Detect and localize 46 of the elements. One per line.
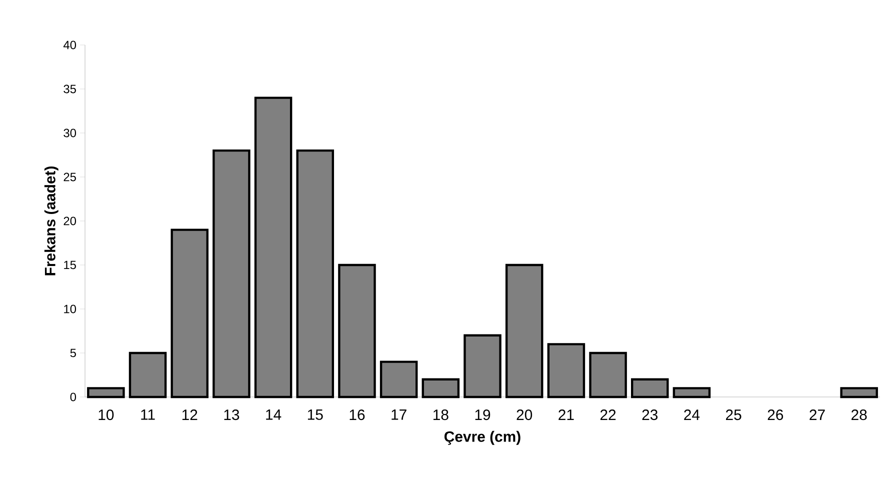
x-tick-label: 20	[516, 410, 532, 420]
x-tick-label: 13	[224, 410, 240, 420]
y-tick-label: 0	[70, 392, 76, 402]
x-tick-label: 22	[600, 410, 616, 420]
x-tick-label: 18	[433, 410, 448, 420]
y-tick-label: 25	[64, 172, 76, 182]
bar	[631, 378, 669, 398]
y-tick-label: 15	[64, 260, 76, 270]
x-tick-label: 15	[308, 410, 323, 420]
x-tick-label: 11	[141, 410, 155, 420]
y-tick-label: 5	[70, 348, 76, 358]
bar	[422, 378, 460, 398]
bar	[128, 352, 167, 398]
bar	[338, 264, 376, 398]
x-tick-label: 14	[266, 410, 282, 420]
y-tick-label: 30	[64, 128, 76, 138]
x-tick-label: 16	[350, 410, 365, 420]
bar	[464, 334, 502, 398]
bar	[589, 352, 627, 398]
bar	[87, 387, 125, 398]
bar	[547, 343, 586, 398]
bar	[212, 149, 250, 398]
bar	[380, 360, 418, 398]
x-tick-label: 26	[768, 410, 784, 420]
bar	[296, 149, 334, 398]
x-tick-label: 23	[642, 410, 658, 420]
y-tick-label: 40	[63, 40, 76, 50]
y-tick-label: 35	[64, 84, 76, 94]
x-tick-label: 21	[558, 410, 574, 420]
bar	[672, 387, 711, 398]
x-axis-title: Çevre (cm)	[444, 430, 520, 445]
bar	[170, 228, 208, 398]
x-tick-label: 19	[475, 410, 490, 420]
bar	[840, 387, 878, 398]
x-tick-label: 10	[98, 410, 114, 420]
bar	[254, 96, 292, 398]
x-tick-label: 12	[182, 410, 198, 420]
y-tick-label: 20	[64, 216, 76, 226]
x-tick-label: 27	[810, 410, 825, 420]
x-tick-label: 28	[852, 410, 867, 420]
x-tick-label: 17	[392, 410, 406, 420]
bar	[505, 264, 544, 398]
x-tick-label: 24	[684, 410, 700, 420]
y-tick-label: 10	[64, 304, 76, 314]
x-tick-label: 25	[726, 410, 742, 420]
y-axis-title: Frekans (aadet)	[44, 166, 58, 276]
